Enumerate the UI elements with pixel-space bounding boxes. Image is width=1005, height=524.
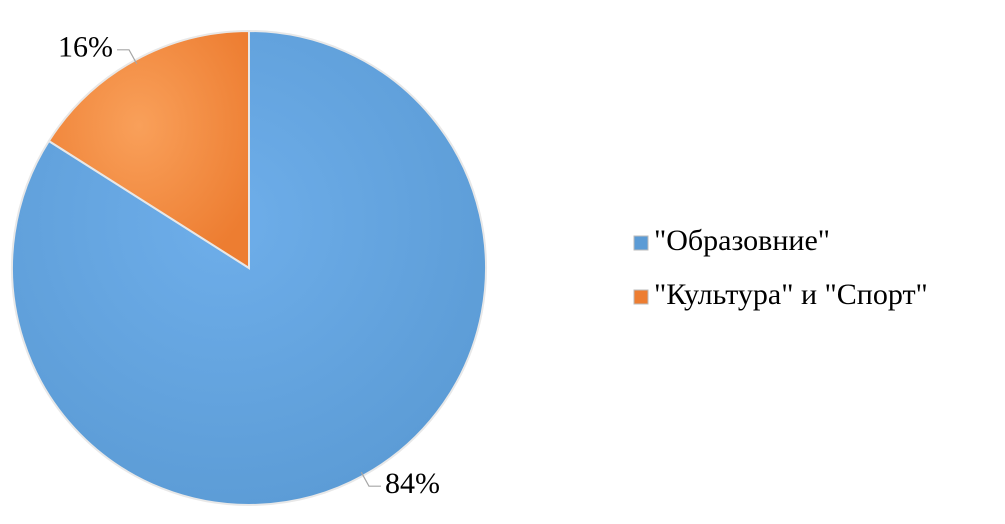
legend-label: "Культура" и "Спорт"	[654, 278, 928, 311]
legend-label: "Образовние"	[654, 224, 830, 257]
legend-swatch	[633, 235, 649, 251]
data-label: 84%	[385, 467, 440, 500]
data-label: 16%	[58, 31, 113, 64]
leader-line	[117, 49, 138, 65]
leader-line	[360, 471, 381, 487]
legend-swatch	[633, 289, 649, 305]
